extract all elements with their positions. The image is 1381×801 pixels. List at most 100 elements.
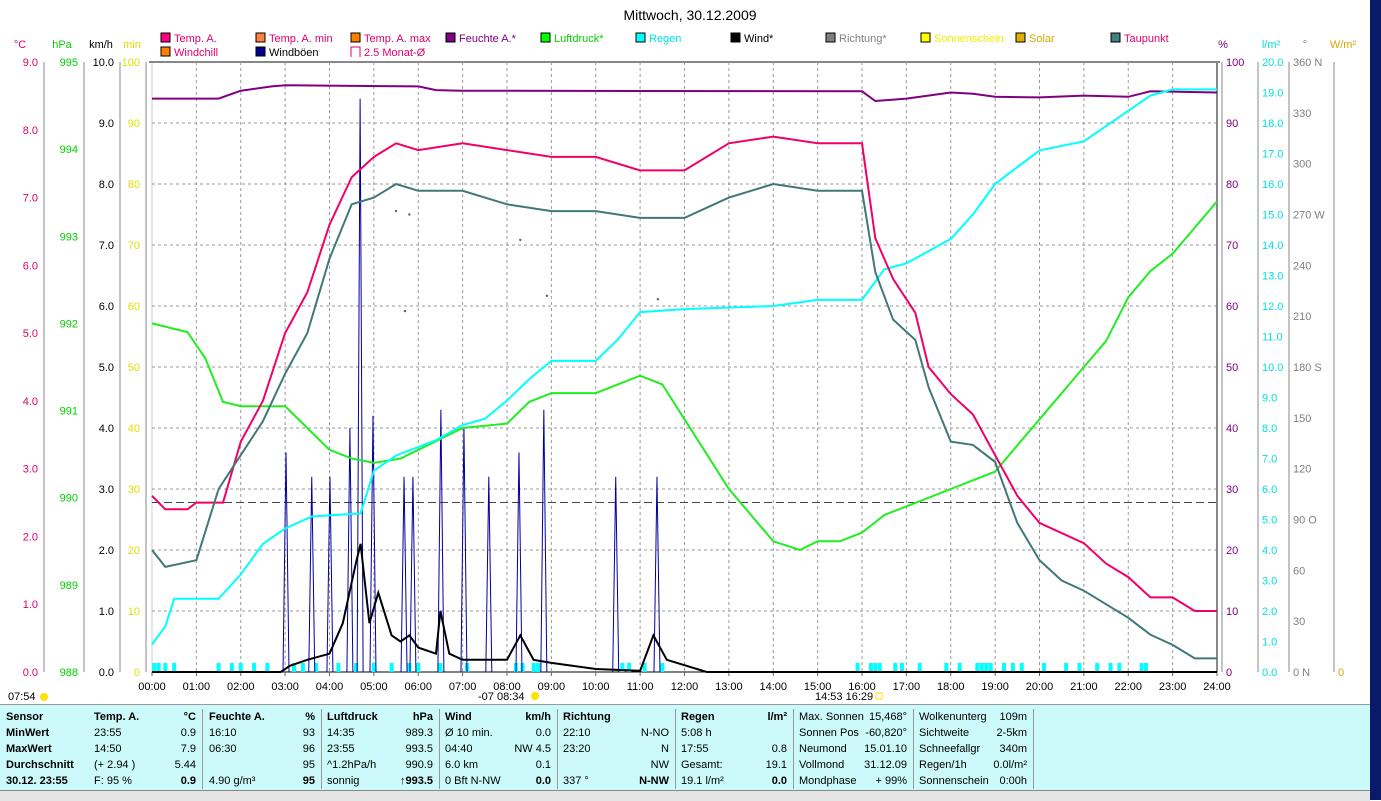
cell-label: 23:55 [327, 743, 355, 755]
rain-tick [893, 663, 898, 672]
legend-label: Richtung* [839, 33, 887, 45]
direction-point [394, 209, 398, 213]
axis-tick-label-kmh: 3.0 [99, 484, 114, 496]
rain-tick [156, 663, 161, 672]
table-row: 23:20 N [563, 741, 669, 757]
axis-tick-label-kmh: 8.0 [99, 179, 114, 191]
axis-unit-wm2: W/m² [1330, 39, 1357, 51]
cell-label: 04:40 [445, 743, 473, 755]
cell-value: N-NO [640, 727, 669, 739]
column-luftdruck: Luftdruck hPa 14:35 989.3 23:55 993.5 ^1.2hPa/… [321, 709, 440, 789]
rain-tick [354, 663, 359, 672]
series-line-luftdruck- [151, 200, 1218, 552]
table-row: Schneefallgr 340m [919, 741, 1027, 757]
cell-label: Mondphase [799, 775, 857, 787]
cell-label: 23:55 [94, 727, 122, 739]
cell-label: Schneefallgr [919, 743, 981, 755]
legend-swatch [1015, 32, 1026, 43]
weather-chart: Mittwoch, 30.12.2009 Temp. A. Temp. A. mi… [8, 7, 1357, 703]
axis-tick-label-C: 7.0 [23, 193, 38, 205]
axis-tick-label-min: 70 [128, 240, 140, 252]
rain-tick [1010, 663, 1015, 672]
axis-tick-label-kmh: 5.0 [99, 362, 114, 374]
axis-tick-label-lm2: 13.0 [1262, 271, 1283, 283]
series [151, 84, 1218, 673]
cell-value: 0:00h [999, 775, 1027, 787]
axis-unit-pct: % [1218, 39, 1228, 51]
cell-value: 0.1 [535, 759, 551, 771]
table-row: 14:50 7.9 [94, 741, 196, 757]
column-regen: Regen l/m² 5:08 h 17:55 0.8 Gesamt: 19.1 19.1 l… [675, 709, 794, 789]
legend-label: Taupunkt [1124, 33, 1169, 45]
cell-label: Gesamt: [681, 759, 723, 771]
rain-tick [1108, 663, 1113, 672]
axis-tick-label-min: 20 [128, 545, 140, 557]
x-tick-label: 13:00 [715, 681, 743, 693]
rain-tick [238, 663, 243, 672]
cell-value: 95 [302, 775, 315, 787]
status-bar [0, 790, 1370, 801]
statistics-panel: Sensor MinWert MaxWert Durchschnitt 30.12. 2… [0, 704, 1370, 791]
cell-value: 15,468° [868, 711, 907, 723]
gust-spike [326, 476, 334, 673]
x-tick-label: 00:00 [138, 681, 166, 693]
table-row: 06:30 96 [209, 741, 315, 757]
axis-tick-label-lm2: 5.0 [1262, 515, 1277, 527]
axis-tick-label-hPa: 992 [60, 318, 78, 330]
rain-tick [416, 663, 421, 672]
legend-swatch [825, 32, 836, 43]
axis-tick-label-wm2: 0 [1338, 667, 1344, 679]
rain-tick [172, 663, 177, 672]
axis-tick-label-deg: 60 [1293, 565, 1305, 577]
rain-tick [873, 663, 878, 672]
rain-tick [868, 663, 873, 672]
cell-value: 0.0 [535, 727, 551, 739]
table-row: Sonnen Pos -60,820° [799, 725, 907, 741]
column-header-unit: °C [183, 711, 196, 723]
gust-spike [612, 476, 620, 673]
cell-label: 17:55 [681, 743, 709, 755]
series-line-regen [151, 88, 1217, 646]
column-header-unit: km/h [525, 711, 551, 723]
column-header: Luftdruck hPa [327, 709, 433, 725]
cell-value: 0.0 [535, 775, 551, 787]
legend-swatch [160, 32, 171, 43]
column-header-unit: l/m² [767, 711, 787, 723]
chart-title: Mittwoch, 30.12.2009 [623, 7, 756, 23]
legend-label: Feuchte A.* [459, 33, 517, 45]
axis-tick-label-lm2: 20.0 [1262, 57, 1283, 69]
axis-tick-label-kmh: 4.0 [99, 423, 114, 435]
cell-label: Regen/1h [919, 759, 967, 771]
axis-tick-label-pct: 70 [1226, 240, 1238, 252]
table-row: (+ 2.94 ) 5.44 [94, 757, 196, 773]
cell-label: 19.1 l/m² [681, 775, 724, 787]
legend-label: Windchill [174, 47, 218, 59]
legend-swatch [1110, 32, 1121, 43]
table-row: Sonnenschein 0:00h [919, 773, 1027, 789]
cell-label: Max. Sonnen [799, 711, 864, 723]
rain-tick [229, 663, 234, 672]
rain-tick [520, 663, 525, 672]
rain-tick [531, 663, 536, 672]
table-row: F: 95 % 0.9 [94, 773, 196, 789]
cell-value: 0.0 [771, 775, 787, 787]
table-row: 337 ° N-NW [563, 773, 669, 789]
legend-swatch [350, 32, 361, 43]
table-row: Max. Sonnen 15,468° [799, 709, 907, 725]
cell-value: ↑993.5 [399, 775, 433, 787]
gust-spike [356, 98, 364, 673]
column-feuchte-a-: Feuchte A.% 16:10 93 06:30 96 95 4.90 g/m³ 95 [203, 709, 322, 789]
row-label: MinWert [6, 727, 50, 739]
rain-tick [1077, 663, 1082, 672]
cell-value: N [661, 743, 669, 755]
axis-tick-label-pct: 50 [1226, 362, 1238, 374]
x-tick-label: 24:00 [1203, 681, 1231, 693]
column-header-label: Feuchte A. [209, 711, 265, 723]
axis-tick-label-lm2: 6.0 [1262, 484, 1277, 496]
legend-label: Windböen [269, 47, 319, 59]
axis-tick-label-deg: 150 [1293, 413, 1311, 425]
cell-label: Sichtweite [919, 727, 970, 739]
table-row: Sichtweite 2-5km [919, 725, 1027, 741]
table-row: 23:55 0.9 [94, 725, 196, 741]
cell-value: 31.12.09 [864, 759, 907, 771]
